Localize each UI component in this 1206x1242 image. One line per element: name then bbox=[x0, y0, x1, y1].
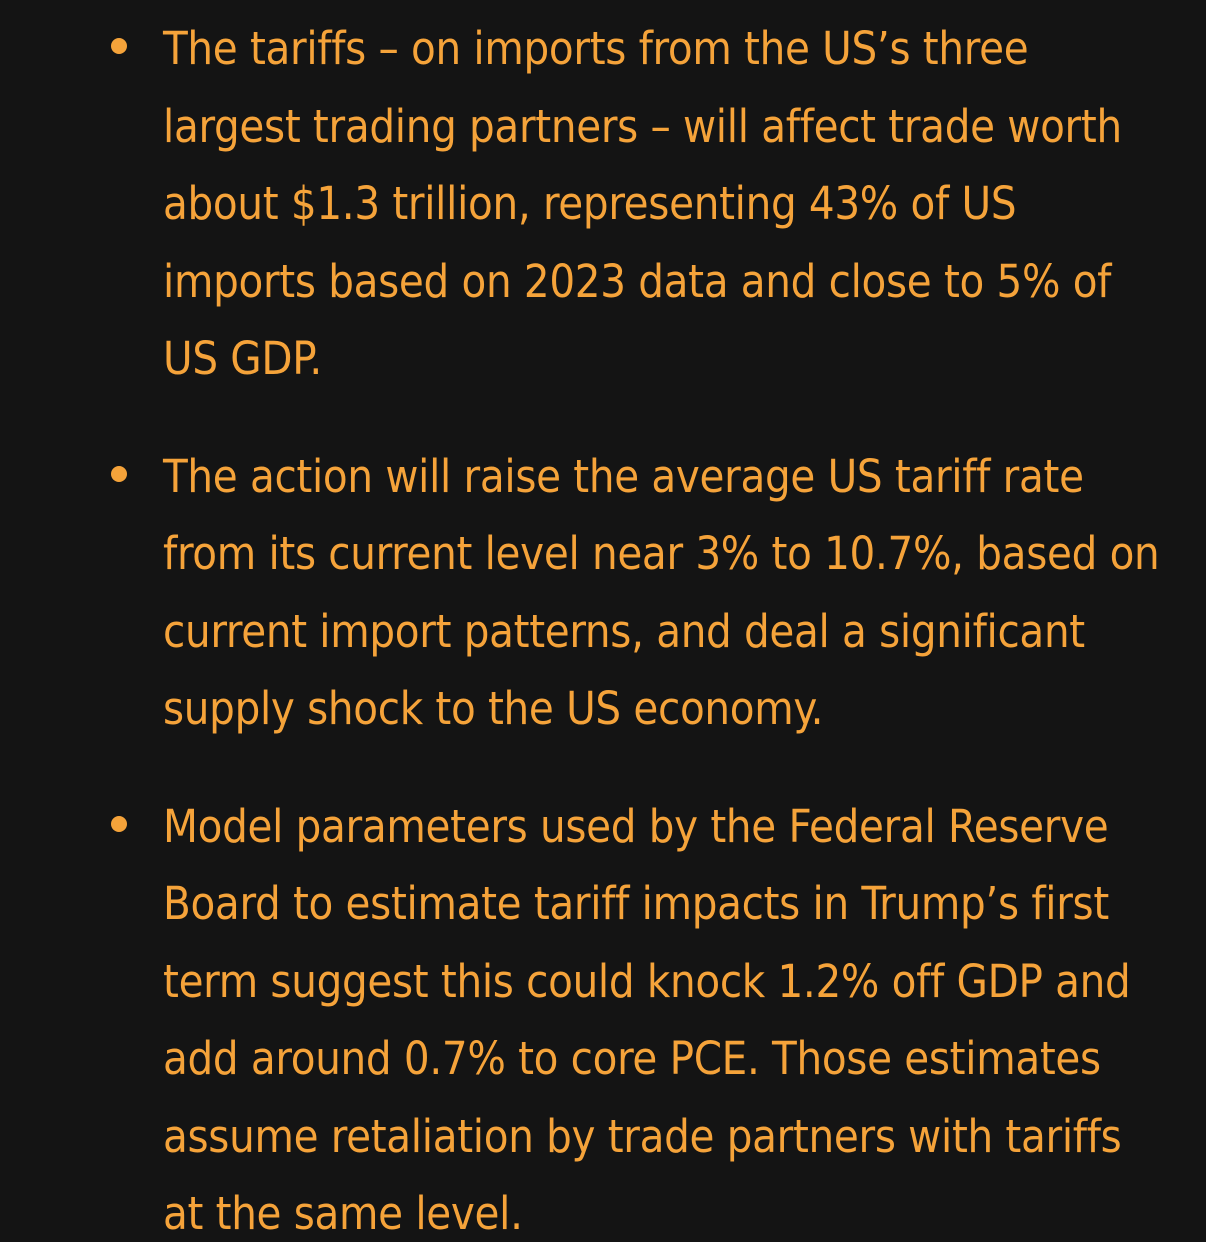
bullet-text: The tariffs – on imports from the US’s t… bbox=[163, 22, 1122, 385]
bullet-list: The tariffs – on imports from the US’s t… bbox=[0, 10, 1206, 1242]
bullet-dot-icon bbox=[111, 815, 127, 832]
bullet-item-tariffs: The tariffs – on imports from the US’s t… bbox=[0, 10, 1206, 398]
bullet-item-tariff-rate: The action will raise the average US tar… bbox=[0, 438, 1206, 748]
bullet-text: Model parameters used by the Federal Res… bbox=[163, 799, 1131, 1241]
bullet-item-model-parameters: Model parameters used by the Federal Res… bbox=[0, 788, 1206, 1242]
bullet-dot-icon bbox=[111, 465, 127, 482]
bullet-text: The action will raise the average US tar… bbox=[163, 449, 1160, 736]
bullet-dot-icon bbox=[111, 38, 127, 54]
